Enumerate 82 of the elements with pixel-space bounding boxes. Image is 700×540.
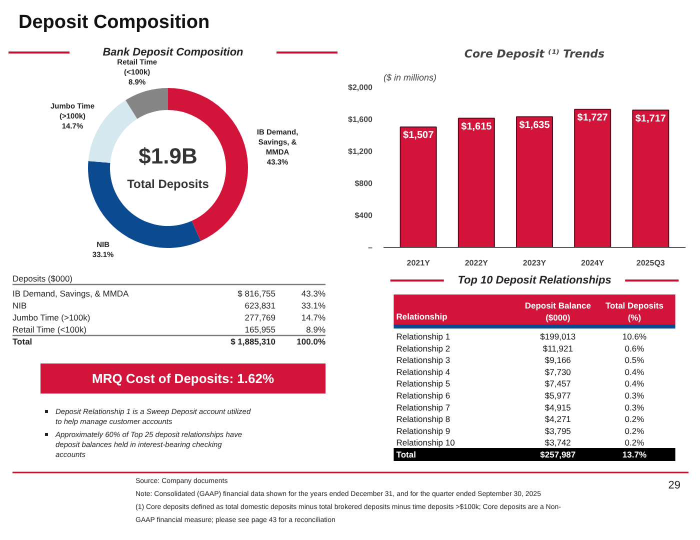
y-tick-label: $1,200 — [348, 147, 374, 156]
data-label: $9,166 — [544, 355, 572, 366]
x-tick-label: 2022Y — [464, 258, 489, 268]
x-tick-label: 2024Y — [581, 258, 605, 268]
data-label: $7,730 — [544, 366, 572, 377]
text: MRQ Cost of Deposits: 1.62% — [92, 371, 274, 386]
data-label: $7,457 — [544, 378, 572, 389]
category-label: Total — [12, 336, 32, 346]
data-label: $3,795 — [544, 426, 572, 436]
y-tick-label: $1,600 — [348, 115, 374, 124]
category-label: NIB — [12, 300, 27, 310]
data-label: $4,915 — [544, 402, 572, 412]
data-label: 43.3% — [301, 288, 326, 298]
text: 29 — [668, 480, 681, 492]
data-label: 13.7% — [622, 450, 647, 460]
data-label: 165,955 — [244, 324, 276, 334]
data-label: 0.5% — [624, 355, 645, 366]
data-label: $1,717 — [635, 113, 666, 124]
data-label: 277,769 — [244, 312, 276, 322]
data-label: 14.7% — [301, 312, 326, 322]
data-label: $5,977 — [544, 390, 572, 400]
text: Total Deposits (%) — [605, 300, 664, 322]
data-label: 33.1% — [301, 300, 326, 310]
category-label: Total — [396, 450, 416, 460]
data-label: 0.3% — [624, 390, 645, 400]
data-label: 0.3% — [624, 402, 645, 412]
data-label: $257,987 — [540, 450, 576, 460]
data-label: $4,271 — [544, 414, 572, 424]
chart-title: Bank Deposit Composition — [102, 46, 244, 58]
y-tick-label: – — [368, 243, 374, 252]
category-label: Relationship 3 — [396, 355, 450, 366]
data-label: $1,727 — [577, 112, 608, 124]
text: Total Deposits — [127, 177, 210, 191]
text: $1.9B — [138, 144, 198, 168]
bar — [574, 108, 612, 248]
data-label: 623,831 — [244, 300, 276, 310]
data-label: 0.4% — [624, 366, 645, 377]
category-label: Relationship 6 — [396, 390, 450, 400]
chart-title: Core Deposit ⁽¹⁾ Trends — [464, 48, 606, 60]
data-label: $3,742 — [544, 438, 572, 448]
y-tick-label: $400 — [354, 211, 374, 220]
data-label: $11,921 — [542, 343, 574, 354]
data-label: 0.2% — [624, 438, 645, 448]
category-label: Relationship 8 — [396, 414, 450, 424]
category-label: Relationship 2 — [396, 343, 450, 354]
bar — [400, 126, 437, 248]
data-label: $1,507 — [403, 130, 434, 142]
data-label: $ 816,755 — [238, 288, 276, 298]
y-tick-label: $800 — [354, 179, 374, 188]
category-label: Relationship 7 — [396, 402, 450, 412]
data-label: 0.2% — [624, 426, 645, 436]
category-label: Jumbo Time (>100k) — [12, 312, 90, 322]
data-label: 100.0% — [296, 336, 326, 346]
data-label: $1,615 — [461, 122, 492, 132]
text: Deposit Composition — [18, 12, 210, 33]
category-label: Relationship 10 — [396, 438, 456, 448]
category-label: Retail Time (<100k) — [12, 324, 87, 334]
text: Deposit Balance ($000) — [524, 300, 592, 322]
text: Relationship — [396, 312, 448, 322]
category-label: IB Demand, Savings, & MMDA — [12, 288, 130, 298]
data-label: $199,013 — [540, 332, 576, 342]
data-label: 0.6% — [624, 343, 645, 354]
data-label: $1,635 — [519, 120, 550, 131]
chart-subtitle: ($ in millions) — [384, 72, 437, 82]
x-tick-label: 2025Q3 — [636, 258, 666, 268]
bar — [632, 110, 670, 248]
data-label: $ 1,885,310 — [230, 336, 276, 346]
category-label: Relationship 4 — [396, 366, 450, 377]
category-label: Relationship 1 — [396, 332, 450, 342]
x-tick-label: 2023Y — [522, 258, 547, 268]
text: Deposits ($000) — [12, 274, 73, 284]
bar — [516, 116, 554, 248]
data-label: 0.2% — [624, 414, 645, 424]
bar — [458, 118, 495, 248]
category-label: Relationship 5 — [396, 378, 450, 389]
x-tick-label: 2021Y — [406, 258, 431, 268]
text: Top 10 Deposit Relationships — [458, 274, 612, 286]
y-tick-label: $2,000 — [348, 83, 374, 92]
data-label: 10.6% — [622, 332, 647, 342]
data-label: 8.9% — [306, 324, 326, 334]
data-label: 0.4% — [624, 378, 645, 389]
category-label: Relationship 9 — [396, 426, 450, 436]
